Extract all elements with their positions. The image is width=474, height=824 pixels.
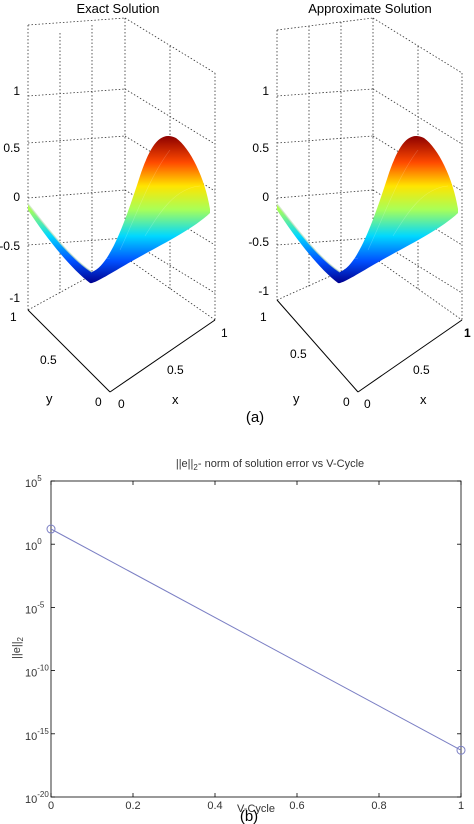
series-error-norm [46,524,466,755]
y-axis-ticks: 1 0.5 0 [10,310,102,409]
x-tick: 1 [464,326,471,340]
x-tick: 1 [221,326,228,340]
z-axis-ticks: 1 0.5 0 -0.5 -1 [0,84,20,305]
x-tick-labels: 0 0.2 0.4 0.6 0.8 1 [48,800,464,812]
x-tick-label: 0.8 [371,800,386,812]
error-norm-chart: ||e||2- norm of solution error vs V-Cycl… [11,458,466,815]
y-axis-label: y [46,391,53,406]
x-tick-label: 0.6 [289,800,304,812]
y-tick-label: 10-10 [25,664,49,680]
z-tick: -1 [258,284,269,298]
x-tick-label: 0.2 [125,800,140,812]
y-axis-ticks: 1 0.5 0 [260,310,350,409]
data-point [456,745,466,755]
y-tick-label: 10-5 [25,600,45,616]
plot-area [50,480,462,798]
y-tick: 1 [10,310,17,324]
y-tick-labels: 105 100 10-5 10-10 10-15 10-20 [25,474,49,806]
y-tick: 0.5 [40,353,57,367]
y-tick-label: 100 [25,537,42,553]
z-tick: 1 [262,84,269,98]
chart-title: ||e||2- norm of solution error vs V-Cycl… [176,458,364,472]
z-tick: 1 [13,84,20,98]
z-tick: 0 [13,190,20,204]
panel-b-caption: (b) [240,808,258,824]
y-tick: 0.5 [290,347,307,361]
x-tick-label: 0 [48,800,54,812]
surface-plot-exact: Exact Solution [0,1,228,411]
plot-title: Exact Solution [76,1,159,16]
y-tick: 0 [95,395,102,409]
x-tick: 0 [118,397,125,411]
data-point [46,524,56,534]
z-tick: 0.5 [3,141,20,155]
y-tick: 1 [260,310,267,324]
z-tick: -0.5 [248,235,269,249]
x-axis-ticks: 0 0.5 1 [118,326,228,411]
x-tick-marks [50,481,462,797]
y-tick: 0 [343,395,350,409]
x-tick-label: 0.4 [207,800,222,812]
z-tick: 0 [262,190,269,204]
surface-plot-approximate: Approximate Solution [248,1,471,411]
y-tick-label: 10-15 [25,727,49,743]
x-axis-label: x [172,392,179,407]
axes-box [27,17,216,321]
plot-title: Approximate Solution [308,1,432,16]
axes-box [276,17,463,321]
series-line [50,528,462,751]
x-tick: 0.5 [413,363,430,377]
panel-a-caption: (a) [246,409,264,426]
z-tick: -0.5 [0,239,20,253]
x-axis-label: V-Cycle [237,803,275,815]
x-tick: 0.5 [167,363,184,377]
x-axis-ticks: 0 0.5 1 [364,326,471,411]
z-tick: -1 [9,291,20,305]
x-tick: 0 [364,397,371,411]
x-tick-label: 1 [458,800,464,812]
surface [276,135,458,284]
y-tick-marks [51,480,461,798]
y-tick-label: 10-20 [25,790,49,806]
surface [27,135,210,284]
y-tick-label: 105 [25,474,42,490]
x-axis-label: x [420,392,427,407]
y-axis-label: ||e||2 [11,636,25,659]
y-axis-label: y [293,391,300,406]
z-axis-ticks: 1 0.5 0 -0.5 -1 [248,84,269,298]
z-tick: 0.5 [252,141,269,155]
